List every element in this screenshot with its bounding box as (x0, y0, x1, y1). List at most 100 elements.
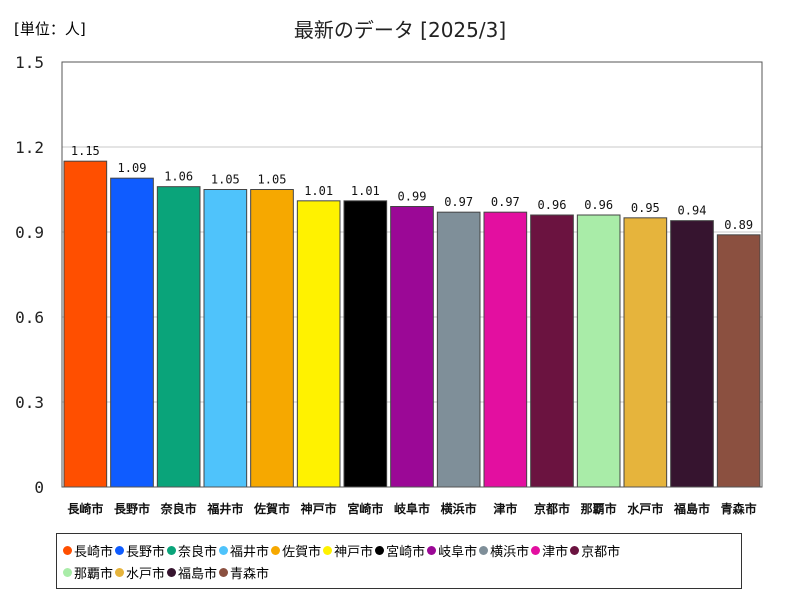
legend-label: 岐阜市 (438, 544, 478, 560)
value-label: 1.15 (71, 144, 100, 158)
value-labels: 1.15 1.09 1.06 1.05 1.05 1.01 1.01 0.99 0.97 0.97… (71, 144, 753, 232)
plot-frame (61, 61, 763, 488)
value-label: 0.97 (444, 195, 473, 209)
legend-row: 長崎市 長野市 奈良市 福井市 佐賀市 神戸市 宮崎市 岐阜市 横浜市 津市 京都市 (63, 540, 622, 560)
axes: 0 0.3 0.6 0.9 1.2 1.5 長崎市 長野市 奈良市 福井市 佐賀市 神戸市 宮崎市 岐阜市… (15, 53, 763, 516)
value-label: 1.09 (118, 161, 147, 175)
legend-item: 青森市 (219, 563, 269, 582)
x-tick-label: 宮崎市 (347, 501, 383, 516)
value-label: 0.89 (724, 218, 753, 232)
value-label: 1.06 (164, 170, 193, 184)
legend-swatch (271, 545, 281, 555)
x-tick-label: 岐阜市 (394, 501, 430, 516)
legend-label: 福井市 (230, 544, 270, 560)
unit-label: [単位：人] (14, 20, 86, 38)
legend-swatch (479, 545, 489, 555)
legend-item: 那覇市 (63, 563, 113, 582)
bar-chart: 1.15 1.09 1.06 1.05 1.05 1.01 1.01 0.99 0.97 0.97… (15, 53, 763, 516)
bar-津市 (483, 211, 528, 488)
legend-item: 長崎市 (63, 541, 113, 560)
bar-青森市 (716, 234, 761, 488)
legend-swatch (167, 545, 177, 555)
legend-item: 奈良市 (167, 541, 217, 560)
legend-label: 長崎市 (74, 544, 114, 560)
value-label: 0.99 (398, 190, 427, 204)
value-label: 0.94 (678, 204, 707, 218)
value-label: 1.01 (304, 184, 333, 198)
legend-label: 京都市 (581, 544, 621, 560)
bar-長崎市 (63, 160, 108, 488)
bar-神戸市 (296, 200, 341, 488)
x-tick-label: 京都市 (534, 501, 570, 516)
legend-item: 佐賀市 (271, 541, 321, 560)
bar-福島市 (670, 220, 714, 488)
legend-label: 那覇市 (74, 566, 114, 582)
legend-swatch (115, 545, 125, 555)
bar-那覇市 (576, 214, 621, 488)
legend-item: 京都市 (570, 541, 620, 560)
value-label: 1.05 (258, 173, 287, 187)
legend-item: 岐阜市 (427, 541, 477, 560)
x-tick-label: 那覇市 (581, 501, 617, 516)
x-tick-label: 青森市 (721, 501, 757, 516)
value-label: 0.96 (538, 198, 567, 212)
legend-swatch (63, 545, 72, 555)
legend-item: 福島市 (167, 563, 217, 582)
bar-水戸市 (623, 217, 668, 488)
bar-岐阜市 (390, 206, 434, 488)
x-tick-label: 津市 (493, 501, 517, 516)
legend-swatch (115, 567, 125, 577)
legend-item: 水戸市 (115, 563, 165, 582)
bars (63, 160, 761, 488)
legend-swatch (323, 545, 333, 555)
legend-label: 神戸市 (334, 544, 374, 560)
value-label: 0.97 (491, 195, 520, 209)
x-tick-label: 神戸市 (301, 501, 337, 516)
legend-label: 青森市 (230, 566, 270, 582)
legend-label: 横浜市 (490, 544, 530, 560)
legend-item: 宮崎市 (375, 541, 425, 560)
legend-label: 長野市 (126, 544, 166, 560)
y-tick-label: 1.2 (15, 138, 44, 157)
bar-横浜市 (436, 211, 481, 488)
bar-宮崎市 (343, 200, 388, 488)
legend-label: 津市 (542, 544, 569, 560)
x-tick-label: 水戸市 (627, 501, 663, 516)
y-tick-label: 0.3 (15, 393, 44, 412)
legend-row: 那覇市 水戸市 福島市 青森市 (63, 562, 271, 582)
x-tick-label: 福井市 (206, 501, 243, 516)
chart-title: 最新のデータ [2025/3] (293, 18, 507, 42)
legend-item: 長野市 (115, 541, 165, 560)
legend: 長崎市 長野市 奈良市 福井市 佐賀市 神戸市 宮崎市 岐阜市 横浜市 津市 京都市 那覇市 水戸市福… (56, 533, 742, 589)
x-tick-label: 福島市 (673, 501, 710, 516)
value-label: 0.96 (584, 198, 613, 212)
legend-item: 神戸市 (323, 541, 373, 560)
y-tick-label: 0.9 (15, 223, 44, 242)
legend-swatch (427, 545, 437, 555)
value-label: 0.95 (631, 201, 660, 215)
x-tick-label: 奈良市 (160, 501, 197, 516)
y-tick-label: 0.6 (15, 308, 44, 327)
legend-label: 水戸市 (126, 566, 166, 582)
bar-佐賀市 (250, 189, 294, 488)
legend-swatch (63, 567, 72, 577)
legend-item: 津市 (531, 541, 568, 560)
y-tick-label: 1.5 (15, 53, 44, 72)
x-tick-label: 佐賀市 (253, 501, 290, 516)
x-tick-label: 長崎市 (67, 501, 103, 516)
legend-label: 佐賀市 (282, 544, 322, 560)
bar-長野市 (110, 177, 154, 488)
legend-label: 福島市 (178, 566, 218, 582)
legend-label: 奈良市 (178, 544, 218, 560)
value-label: 1.01 (351, 184, 380, 198)
legend-swatch (219, 567, 229, 577)
legend-swatch (375, 545, 385, 555)
x-tick-label: 横浜市 (441, 501, 477, 516)
legend-swatch (531, 545, 541, 555)
value-label: 1.05 (211, 173, 240, 187)
legend-swatch (219, 545, 229, 555)
bar-福井市 (203, 189, 248, 488)
legend-label: 宮崎市 (386, 544, 426, 560)
bar-奈良市 (156, 186, 201, 488)
bar-京都市 (530, 214, 574, 488)
